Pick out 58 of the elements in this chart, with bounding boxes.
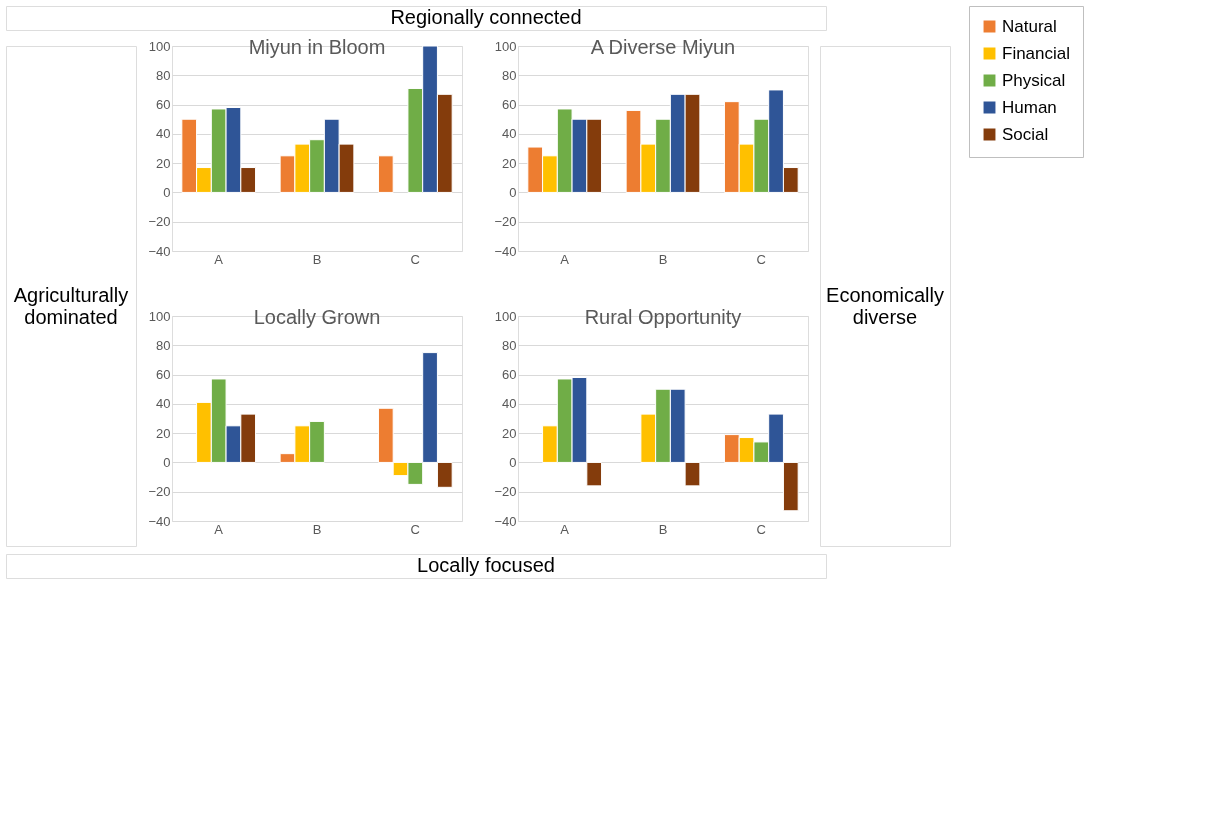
x-tick-label: B	[658, 521, 668, 537]
y-tick-label: 40	[156, 396, 171, 412]
y-tick-label: 0	[163, 184, 171, 200]
y-tick-label: −40	[148, 243, 171, 259]
y-tick-label: 60	[502, 367, 517, 383]
y-tick-label: 100	[148, 308, 171, 324]
y-tick-label: 40	[502, 126, 517, 142]
y-tick-label: 80	[502, 67, 517, 83]
x-tick-label: A	[214, 251, 224, 267]
chart-title: Rural Opportunity	[584, 306, 742, 328]
x-tick-label: A	[560, 251, 570, 267]
y-tick-label: 60	[156, 97, 171, 113]
y-tick-label: 0	[509, 454, 517, 470]
y-tick-label: −20	[148, 214, 171, 230]
text: Locally focused	[417, 554, 555, 576]
x-tick-label: C	[756, 251, 766, 267]
y-tick-label: 20	[502, 155, 517, 171]
x-tick-label: C	[410, 521, 420, 537]
chart-title: A Diverse Miyun	[590, 36, 736, 58]
y-tick-label: −40	[494, 513, 517, 529]
y-tick-label: 20	[156, 425, 171, 441]
x-tick-label: C	[756, 521, 766, 537]
text: Economically diverse	[826, 284, 944, 328]
legend-label: Natural	[1002, 16, 1057, 36]
legend-label: Social	[1002, 124, 1049, 144]
y-tick-label: 100	[148, 38, 171, 54]
x-tick-label: B	[312, 251, 322, 267]
legend-label: Financial	[1002, 43, 1071, 63]
bar	[377, 155, 394, 193]
chart-title: Miyun in Bloom	[248, 36, 386, 58]
x-tick-label: A	[560, 521, 570, 537]
y-tick-label: 80	[156, 67, 171, 83]
x-tick-label: B	[658, 251, 668, 267]
x-tick-label: B	[312, 521, 322, 537]
y-tick-label: −40	[148, 513, 171, 529]
y-tick-label: −20	[494, 484, 517, 500]
x-tick-label: A	[214, 521, 224, 537]
y-tick-label: 60	[156, 367, 171, 383]
legend-label: Human	[1002, 97, 1057, 117]
legend-label: Physical	[1002, 70, 1066, 90]
chart-title: Locally Grown	[253, 306, 381, 328]
y-tick-label: 60	[502, 97, 517, 113]
y-tick-label: 100	[494, 308, 517, 324]
y-tick-label: −40	[494, 243, 517, 259]
y-tick-label: 40	[502, 396, 517, 412]
text: Regionally connected	[390, 6, 582, 28]
text: Agriculturally dominated	[13, 284, 129, 328]
y-tick-label: 40	[156, 126, 171, 142]
y-tick-label: 20	[502, 425, 517, 441]
x-tick-label: C	[410, 251, 420, 267]
y-tick-label: −20	[148, 484, 171, 500]
y-tick-label: 20	[156, 155, 171, 171]
y-tick-label: 0	[163, 454, 171, 470]
y-tick-label: 80	[502, 337, 517, 353]
y-tick-label: 100	[494, 38, 517, 54]
y-tick-label: 80	[156, 337, 171, 353]
y-tick-label: 0	[509, 184, 517, 200]
y-tick-label: −20	[494, 214, 517, 230]
